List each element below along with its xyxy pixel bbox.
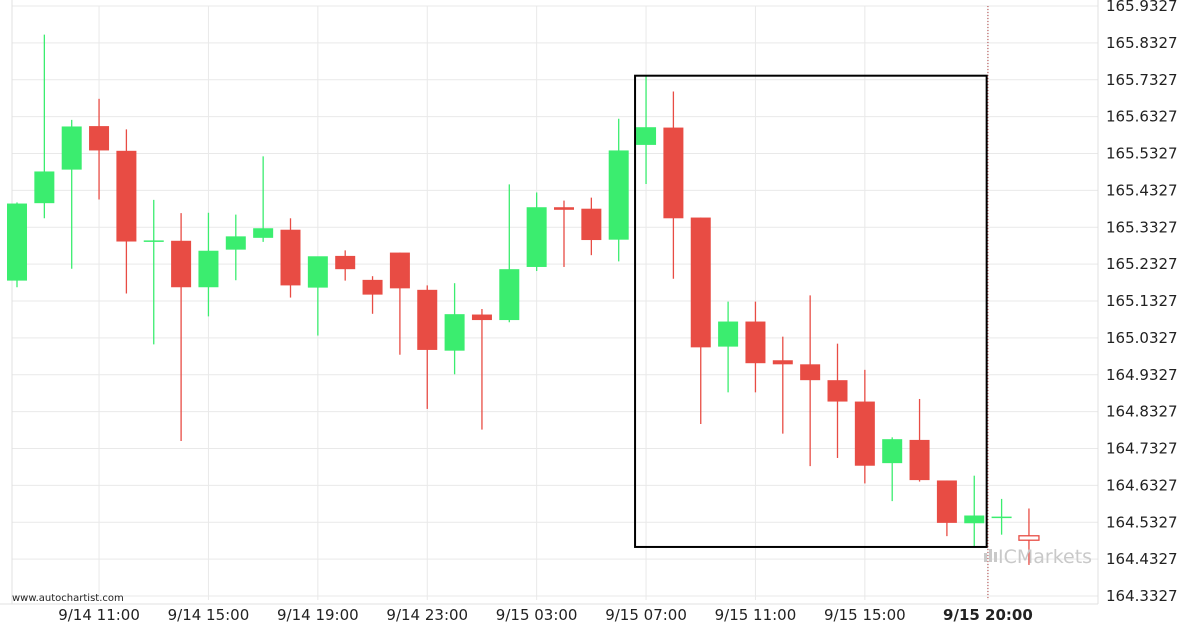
x-tick-label: 9/14 23:00 [386,606,468,624]
candle-body [827,380,848,402]
candle-body [417,289,438,350]
y-tick-label: 165.7327 [1106,71,1178,89]
candle-body [89,126,110,151]
candle-body [854,401,875,466]
y-tick-label: 164.3327 [1106,587,1178,605]
y-tick-label: 165.0327 [1106,329,1178,347]
candle-body [581,208,602,241]
y-tick-label: 164.8327 [1106,403,1178,421]
candle-body [253,228,274,238]
y-tick-label: 164.5327 [1106,513,1178,531]
pattern-box [634,74,988,548]
candle-body [143,240,164,242]
candle-body [745,321,766,364]
candle-body [307,256,328,288]
candle-body [444,314,465,351]
candle-body [225,236,246,250]
candle-body [909,439,930,481]
y-tick-label: 164.7327 [1106,440,1178,458]
candle-body [991,516,1012,519]
axis-layer: 165.9327 165.8327 165.7327 165.6327 165.5327… [58,0,1177,624]
x-tick-label: 9/15 11:00 [715,606,797,624]
overlay-layer [634,6,989,600]
candle-body [362,279,383,295]
candle-body [171,240,192,288]
candle-body [499,269,520,321]
candle-body [7,203,27,281]
candle-body [690,217,711,348]
y-tick-label: 164.9327 [1106,366,1178,384]
candle-layer [7,34,1040,565]
candle-body [800,364,821,381]
candle-body [1018,535,1040,541]
y-tick-label: 165.5327 [1106,145,1178,163]
x-tick-label: 9/15 07:00 [605,606,687,624]
x-tick-label: 9/15 20:00 [943,606,1033,624]
candle-body [526,207,547,267]
candle-body [61,126,82,170]
y-tick-label: 165.3327 [1106,218,1178,236]
candle-body [936,480,957,523]
y-tick-label: 164.4327 [1106,550,1178,568]
y-tick-label: 165.8327 [1106,34,1178,52]
candle-body [663,127,684,219]
candle-body [198,250,219,288]
x-tick-label: 9/14 15:00 [168,606,250,624]
candle-body [554,207,574,210]
y-tick-label: 165.1327 [1106,292,1178,310]
candle-body [471,314,492,321]
x-tick-label: 9/15 15:00 [824,606,906,624]
candle-body [608,150,629,240]
y-tick-label: 165.6327 [1106,108,1178,126]
y-tick-label: 165.9327 [1106,0,1178,15]
grid-layer [0,0,1099,605]
x-tick-label: 9/14 19:00 [277,606,359,624]
candle-body [772,360,793,365]
candle-body [964,515,985,524]
candle-body [34,171,55,204]
candle-body [882,439,903,464]
source-credit: www.autochartist.com [12,593,124,604]
y-tick-label: 165.4327 [1106,181,1178,199]
candle-body [335,255,356,270]
y-tick-label: 164.6327 [1106,476,1178,494]
watermark-text: ICMarkets [998,546,1092,568]
candle-body [718,321,739,347]
candle-body [389,252,410,289]
candle-body [116,150,137,242]
x-tick-label: 9/14 11:00 [58,606,140,624]
watermark-logo: ICMarkets [984,546,1092,568]
candle-body [280,229,301,286]
y-tick-label: 165.2327 [1106,255,1178,273]
candle-body [636,127,657,145]
x-tick-label: 9/15 03:00 [496,606,578,624]
